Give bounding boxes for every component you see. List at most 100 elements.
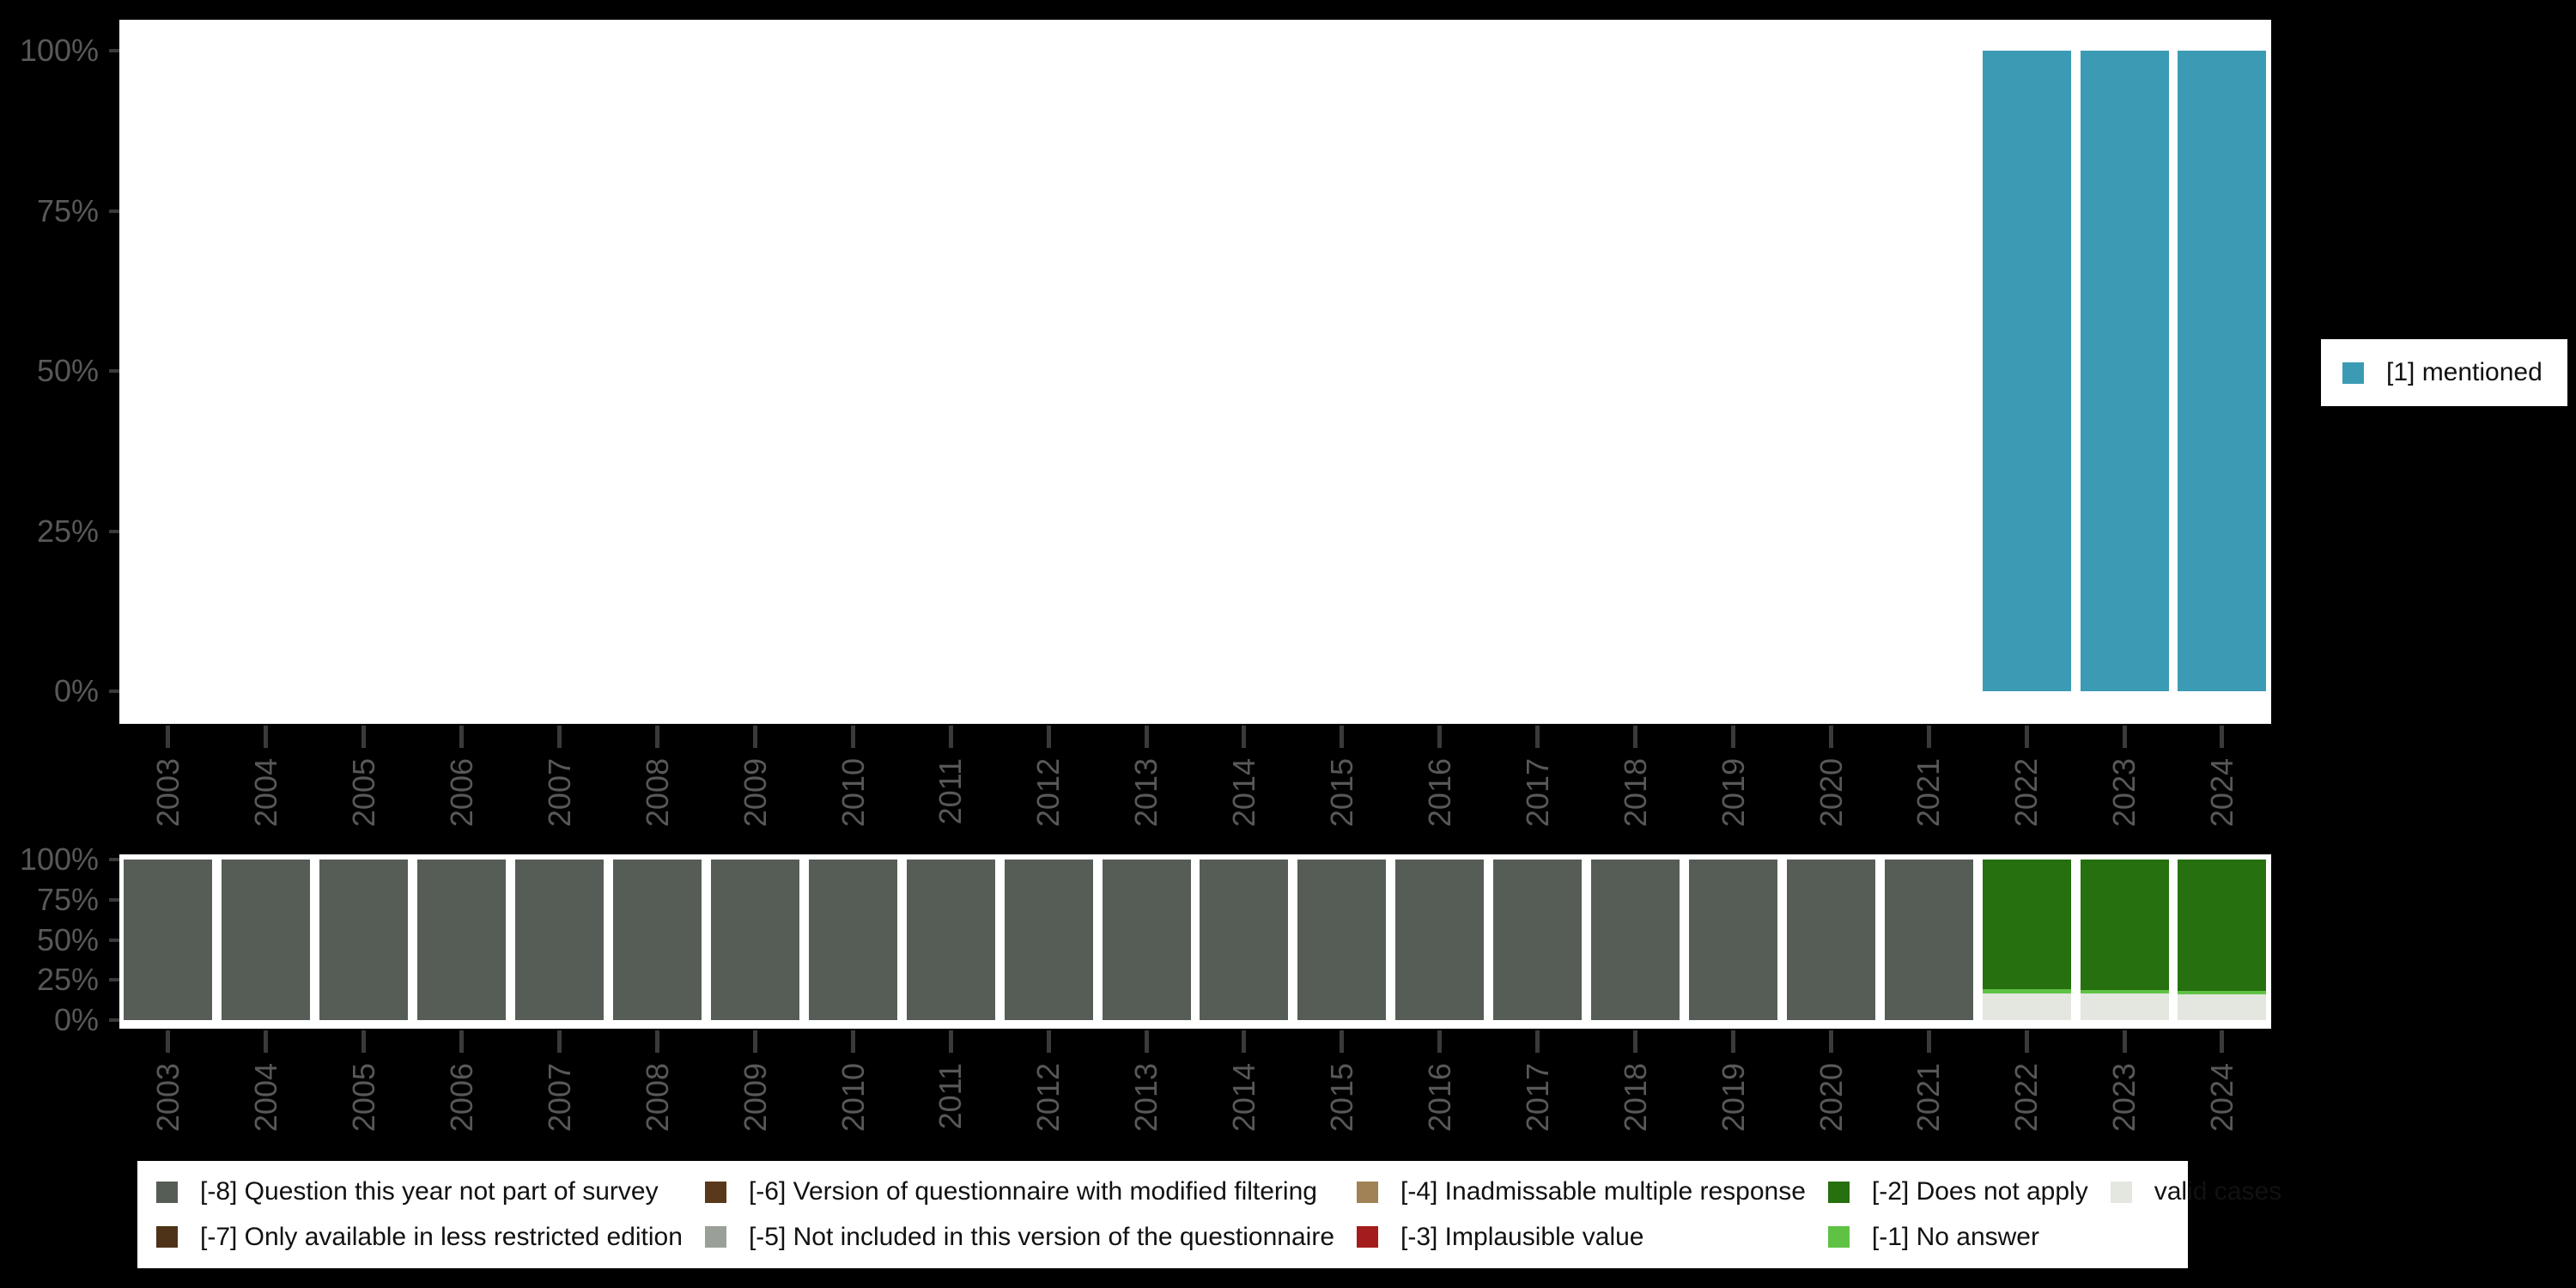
x-cell-2015: 2015 bbox=[1293, 1029, 1391, 1132]
x-cell-2008: 2008 bbox=[609, 724, 707, 827]
bar-slot-2021 bbox=[1880, 51, 1978, 691]
x-tick-label: 2014 bbox=[1226, 1063, 1262, 1133]
bar-2021 bbox=[1884, 860, 1973, 1020]
bar-segment bbox=[2080, 860, 2169, 990]
x-tick-label: 2022 bbox=[2008, 1063, 2044, 1133]
bar-segment bbox=[2080, 51, 2169, 691]
x-tick-label: 2020 bbox=[1813, 1063, 1849, 1133]
legend-item: [-6] Version of questionnaire with modif… bbox=[704, 1177, 1334, 1206]
legend-swatch bbox=[704, 1181, 726, 1203]
bar-segment bbox=[808, 860, 897, 1020]
y-tick bbox=[109, 209, 119, 213]
x-tick bbox=[2122, 1030, 2127, 1053]
legend-item: [-3] Implausible value bbox=[1357, 1223, 1806, 1252]
bar-slot-2022 bbox=[1978, 51, 2075, 691]
bar-slot-2003 bbox=[119, 860, 217, 1020]
bar-segment bbox=[1297, 860, 1387, 1020]
bar-slot-2007 bbox=[511, 51, 609, 691]
x-cell-2017: 2017 bbox=[1489, 1029, 1587, 1132]
x-cell-2024: 2024 bbox=[2173, 724, 2271, 827]
x-tick bbox=[752, 726, 757, 748]
x-tick bbox=[1046, 1030, 1051, 1053]
x-cell-2021: 2021 bbox=[1880, 1029, 1978, 1132]
y-tick bbox=[109, 938, 119, 942]
x-tick-label: 2010 bbox=[835, 1063, 871, 1133]
x-cell-2003: 2003 bbox=[119, 1029, 217, 1132]
bar-slot-2022 bbox=[1978, 860, 2075, 1020]
legend-item-label: [-8] Question this year not part of surv… bbox=[200, 1177, 659, 1206]
bar-slot-2020 bbox=[1782, 51, 1880, 691]
x-tick bbox=[361, 726, 367, 748]
x-tick-label: 2021 bbox=[1911, 758, 1947, 828]
y-tick-label: 25% bbox=[36, 962, 99, 998]
x-tick bbox=[166, 1030, 171, 1053]
x-tick-label: 2018 bbox=[1617, 1063, 1653, 1133]
bar-slot-2012 bbox=[999, 51, 1097, 691]
x-tick-label: 2020 bbox=[1813, 758, 1849, 828]
x-tick bbox=[459, 1030, 465, 1053]
bar-slot-2003 bbox=[119, 51, 217, 691]
x-cell-2019: 2019 bbox=[1685, 1029, 1783, 1132]
bar-segment bbox=[1591, 860, 1680, 1020]
bar-2011 bbox=[906, 860, 995, 1020]
bar-slot-2006 bbox=[413, 51, 511, 691]
x-cell-2012: 2012 bbox=[999, 1029, 1097, 1132]
x-tick-label: 2018 bbox=[1617, 758, 1653, 828]
legend-swatch-mentioned bbox=[2342, 361, 2364, 384]
bar-2016 bbox=[1395, 860, 1485, 1020]
legend-item: valid cases bbox=[2110, 1177, 2281, 1206]
x-cell-2006: 2006 bbox=[413, 724, 511, 827]
bar-segment bbox=[2080, 993, 2169, 1020]
x-cell-2007: 2007 bbox=[511, 1029, 609, 1132]
x-cell-2023: 2023 bbox=[2075, 1029, 2173, 1132]
bar-2013 bbox=[1102, 860, 1191, 1020]
x-tick bbox=[654, 726, 659, 748]
x-tick-label: 2007 bbox=[541, 758, 577, 828]
bar-segment bbox=[906, 860, 995, 1020]
legend-item: [-4] Inadmissable multiple response bbox=[1357, 1177, 1806, 1206]
x-tick bbox=[1633, 726, 1638, 748]
legend-item-label: [-6] Version of questionnaire with modif… bbox=[748, 1177, 1317, 1206]
bar-slot-2020 bbox=[1782, 860, 1880, 1020]
x-cell-2012: 2012 bbox=[999, 724, 1097, 827]
legend-item-label: [-3] Implausible value bbox=[1400, 1222, 1644, 1251]
bar-2024 bbox=[2178, 860, 2267, 1020]
y-tick-label: 0% bbox=[53, 1002, 99, 1037]
x-tick-label: 2008 bbox=[639, 758, 675, 828]
x-tick-label: 2011 bbox=[933, 758, 969, 825]
bar-segment bbox=[1884, 860, 1973, 1020]
x-cell-2009: 2009 bbox=[706, 724, 804, 827]
bar-segment bbox=[1004, 860, 1093, 1020]
bar-slot-2023 bbox=[2075, 860, 2173, 1020]
x-tick-label: 2004 bbox=[248, 1063, 284, 1133]
x-cell-2005: 2005 bbox=[315, 1029, 413, 1132]
x-tick bbox=[361, 1030, 367, 1053]
legend-item-label: [-5] Not included in this version of the… bbox=[748, 1222, 1334, 1251]
x-cell-2015: 2015 bbox=[1293, 724, 1391, 827]
legend-swatch bbox=[1357, 1226, 1378, 1249]
x-cell-2004: 2004 bbox=[217, 724, 315, 827]
bar-slot-2021 bbox=[1880, 860, 1978, 1020]
legend-mentioned: [1] mentioned bbox=[2321, 339, 2567, 406]
bar-2006 bbox=[417, 860, 507, 1020]
bar-slot-2009 bbox=[706, 51, 804, 691]
x-cell-2006: 2006 bbox=[413, 1029, 511, 1132]
x-tick bbox=[948, 726, 953, 748]
bar-segment bbox=[319, 860, 409, 1020]
x-cell-2014: 2014 bbox=[1195, 724, 1293, 827]
x-tick-label: 2021 bbox=[1911, 1063, 1947, 1133]
x-tick bbox=[1828, 1030, 1833, 1053]
y-tick bbox=[109, 978, 119, 982]
x-tick-label: 2005 bbox=[345, 758, 381, 828]
bar-segment bbox=[2178, 51, 2267, 691]
bar-slot-2010 bbox=[804, 51, 902, 691]
legend-item-label: [-4] Inadmissable multiple response bbox=[1400, 1177, 1806, 1206]
x-tick-label: 2024 bbox=[2204, 1063, 2240, 1133]
legend-swatch bbox=[2110, 1181, 2132, 1203]
bar-2005 bbox=[319, 860, 409, 1020]
x-cell-2018: 2018 bbox=[1587, 724, 1685, 827]
bar-slot-2010 bbox=[804, 860, 902, 1020]
x-tick bbox=[1535, 726, 1540, 748]
x-cell-2013: 2013 bbox=[1097, 724, 1195, 827]
